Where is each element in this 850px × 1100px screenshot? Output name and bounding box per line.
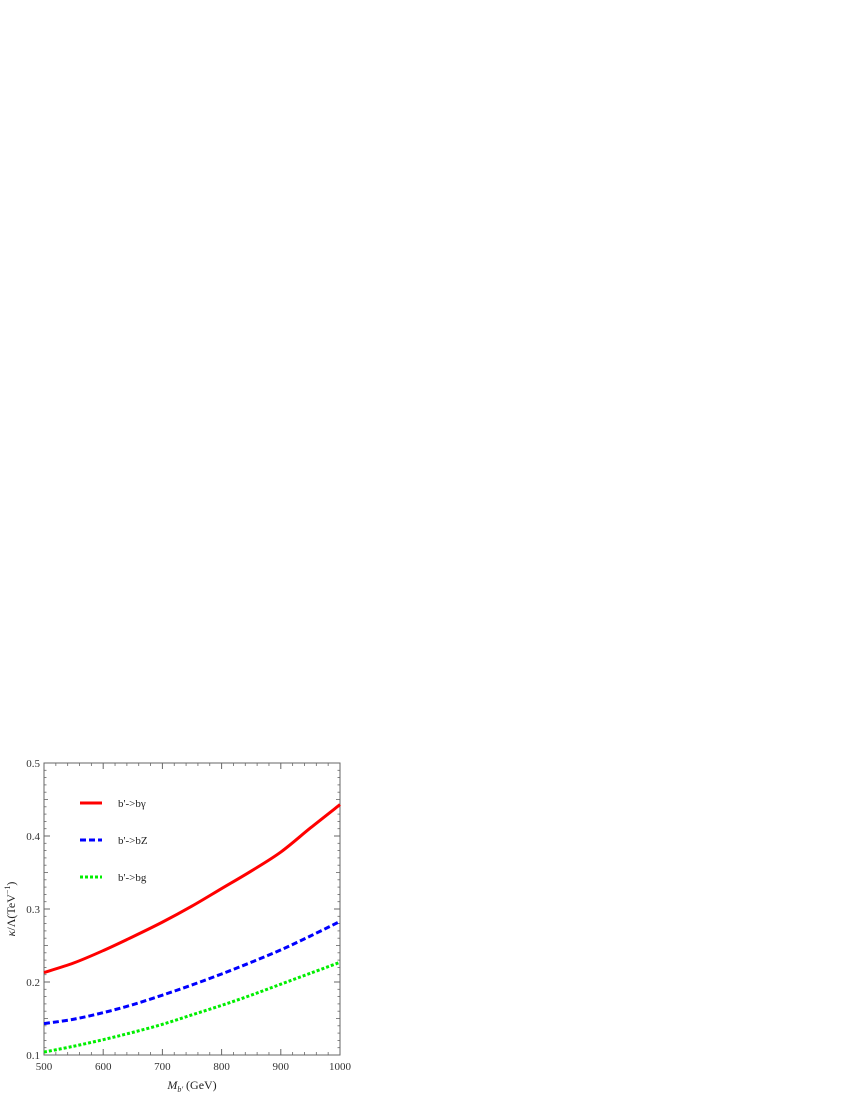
legend-label-3: b'->bg bbox=[118, 872, 147, 884]
x-tick-label: 900 bbox=[273, 1061, 290, 1073]
plot-frame bbox=[43, 762, 341, 1056]
y-axis-title: κ/Λ(TeV−1) bbox=[3, 882, 18, 937]
series-line-3 bbox=[43, 960, 341, 1054]
axis-ticks bbox=[43, 762, 341, 1056]
series-lines bbox=[43, 803, 341, 1054]
legend-label-2: b'->bZ bbox=[118, 835, 148, 847]
tick-labels: 500 600 700 800 900 1000 0.1 0.2 0.3 0.4 0.5 bbox=[26, 758, 351, 1073]
legend-label-1: b'->bγ bbox=[118, 798, 146, 810]
y-tick-label: 0.1 bbox=[26, 1050, 40, 1062]
legend: b'->bγ b'->bZ b'->bg bbox=[80, 798, 148, 884]
series-line-2 bbox=[43, 920, 341, 1026]
x-tick-label: 500 bbox=[36, 1061, 53, 1073]
x-tick-label: 1000 bbox=[329, 1061, 352, 1073]
y-tick-label: 0.2 bbox=[26, 977, 40, 989]
y-tick-label: 0.4 bbox=[26, 831, 40, 843]
x-tick-label: 700 bbox=[154, 1061, 171, 1073]
x-tick-label: 800 bbox=[213, 1061, 230, 1073]
y-tick-label: 0.3 bbox=[26, 904, 40, 916]
x-tick-label: 600 bbox=[95, 1061, 112, 1073]
x-axis-title: Mb' (GeV) bbox=[166, 1078, 216, 1094]
series-line-1 bbox=[43, 803, 341, 974]
y-tick-label: 0.5 bbox=[26, 758, 40, 770]
